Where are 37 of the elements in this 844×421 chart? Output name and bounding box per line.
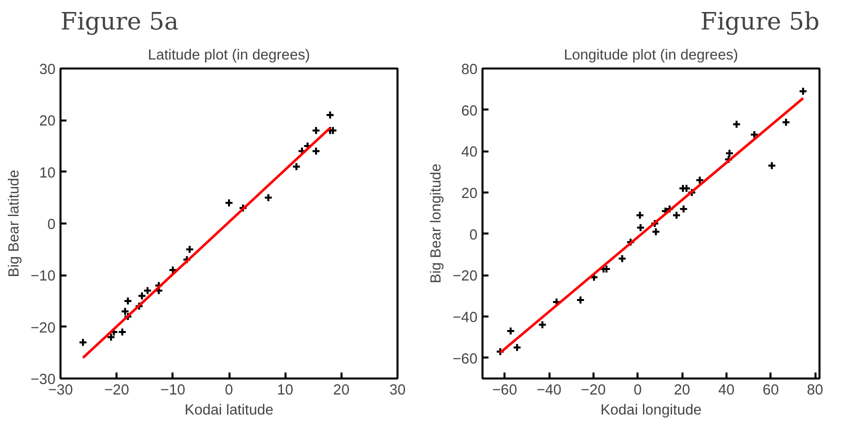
y-tick-label: −10 bbox=[30, 268, 56, 285]
x-tick-label: 80 bbox=[806, 382, 824, 398]
chart-subtitle: Latitude plot (in degrees) bbox=[148, 48, 310, 64]
x-tick-label: −20 bbox=[104, 382, 130, 398]
y-tick-label: −30 bbox=[30, 372, 56, 388]
y-tick-label: −60 bbox=[452, 351, 478, 368]
y-tick-label: 30 bbox=[39, 62, 56, 78]
y-tick-label: −40 bbox=[452, 310, 478, 326]
y-tick-label: 0 bbox=[469, 227, 478, 244]
x-tick-label: −20 bbox=[580, 382, 606, 398]
x-tick-label: 30 bbox=[389, 382, 406, 398]
y-tick-label: −20 bbox=[452, 268, 478, 285]
y-tick-label: 20 bbox=[461, 186, 478, 202]
x-tick-label: 0 bbox=[224, 382, 234, 398]
x-tick-label: −60 bbox=[492, 382, 518, 398]
chart-subtitle: Longitude plot (in degrees) bbox=[564, 48, 738, 64]
y-tick-label: 10 bbox=[39, 165, 56, 182]
chart-title: Figure 5a bbox=[60, 8, 179, 36]
y-tick-label: 60 bbox=[461, 103, 478, 120]
x-axis-title: Kodai latitude bbox=[184, 402, 274, 418]
y-tick-label: 80 bbox=[461, 62, 478, 78]
chart-title: Figure 5b bbox=[700, 8, 820, 36]
y-tick-label: 40 bbox=[461, 144, 478, 161]
x-tick-label: 10 bbox=[277, 382, 294, 398]
x-tick-label: −40 bbox=[536, 382, 562, 398]
x-axis-title: Kodai longitude bbox=[600, 402, 702, 418]
x-tick-label: 0 bbox=[634, 382, 642, 398]
y-tick-label: 0 bbox=[47, 217, 56, 233]
x-tick-label: −10 bbox=[160, 382, 186, 398]
y-axis-title: Big Bear longitude bbox=[428, 164, 445, 284]
x-tick-label: 20 bbox=[333, 382, 350, 398]
x-tick-label: 20 bbox=[674, 382, 690, 398]
y-axis-title: Big Bear latitude bbox=[6, 170, 23, 278]
y-tick-label: 20 bbox=[39, 114, 56, 130]
x-tick-label: 60 bbox=[762, 382, 779, 398]
x-tick-label: 40 bbox=[718, 382, 735, 398]
y-tick-label: −20 bbox=[30, 320, 56, 336]
